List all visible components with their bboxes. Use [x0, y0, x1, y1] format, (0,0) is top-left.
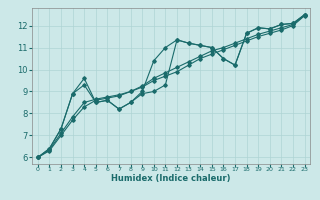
- X-axis label: Humidex (Indice chaleur): Humidex (Indice chaleur): [111, 174, 231, 183]
